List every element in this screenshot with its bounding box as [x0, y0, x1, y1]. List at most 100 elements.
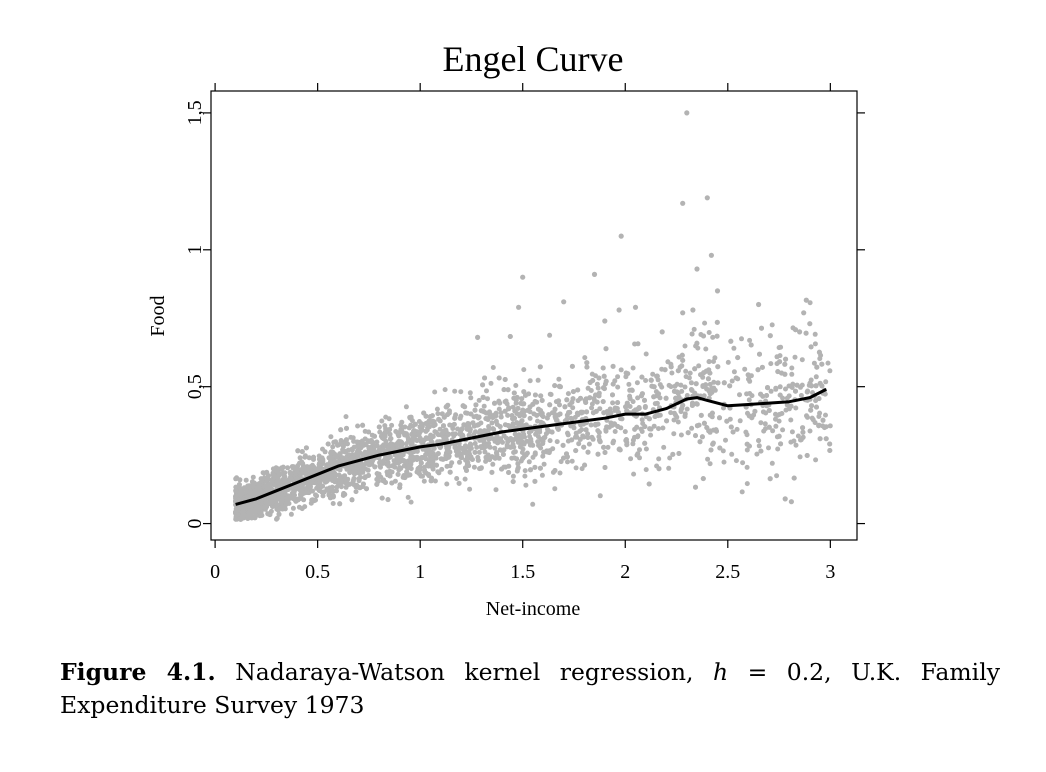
scatter-point	[394, 442, 400, 447]
scatter-point	[593, 422, 599, 428]
scatter-point	[450, 431, 456, 437]
scatter-point	[763, 410, 769, 416]
scatter-point	[251, 480, 257, 486]
outlier-point	[823, 436, 829, 442]
scatter-point	[253, 503, 259, 509]
scatter-point	[401, 473, 407, 479]
scatter-point	[333, 461, 339, 467]
scatter-point	[793, 442, 799, 448]
scatter-point	[589, 434, 595, 440]
scatter-point	[233, 509, 239, 515]
caption-math-variable: h	[712, 658, 729, 686]
scatter-point	[731, 345, 737, 351]
scatter-point	[578, 395, 583, 401]
scatter-point	[573, 465, 579, 471]
scatter-point	[421, 437, 427, 443]
scatter-point	[397, 485, 403, 491]
scatter-point	[730, 429, 736, 435]
scatter-point	[608, 410, 614, 416]
scatter-point	[623, 437, 629, 443]
scatter-point	[356, 478, 362, 484]
scatter-point	[757, 351, 762, 357]
scatter-point	[755, 367, 761, 373]
scatter-point	[288, 471, 294, 477]
scatter-point	[493, 418, 499, 424]
scatter-point	[595, 451, 601, 457]
scatter-point	[789, 429, 795, 435]
scatter-point	[343, 414, 349, 420]
scatter-point	[502, 408, 508, 414]
scatter-point	[451, 421, 457, 427]
scatter-point	[502, 377, 508, 382]
scatter-point	[346, 481, 352, 487]
scatter-point	[441, 428, 447, 434]
scatter-point	[432, 478, 438, 484]
scatter-point	[807, 428, 813, 434]
scatter-point	[733, 375, 739, 381]
scatter-point	[582, 355, 588, 361]
scatter-point	[766, 424, 772, 430]
scatter-point	[497, 424, 503, 430]
scatter-point	[761, 428, 767, 434]
scatter-point	[247, 490, 253, 496]
scatter-point	[624, 442, 630, 448]
scatter-point	[560, 442, 566, 448]
scatter-point	[622, 429, 628, 435]
scatter-point	[694, 340, 700, 346]
outlier-point	[475, 334, 481, 340]
scatter-point	[430, 455, 436, 461]
scatter-point	[554, 417, 559, 423]
scatter-point	[480, 382, 486, 388]
scatter-point	[812, 341, 818, 347]
scatter-point	[713, 427, 719, 433]
scatter-point	[799, 357, 805, 363]
scatter-point	[570, 389, 576, 395]
scatter-point	[358, 445, 364, 451]
scatter-point	[464, 454, 470, 460]
scatter-point	[536, 406, 541, 412]
scatter-point	[584, 409, 590, 415]
scatter-point	[527, 434, 533, 439]
y-tick-label: 0	[184, 519, 206, 529]
scatter-point	[514, 420, 520, 426]
scatter-point	[439, 466, 445, 472]
scatter-point	[814, 364, 820, 370]
scatter-point	[401, 430, 407, 436]
scatter-point	[343, 448, 349, 454]
scatter-point	[594, 399, 600, 405]
scatter-point	[788, 417, 794, 423]
scatter-point	[668, 364, 674, 370]
scatter-point	[349, 497, 355, 503]
scatter-point	[302, 504, 308, 510]
scatter-point	[410, 436, 416, 441]
scatter-point	[495, 439, 501, 445]
scatter-point	[656, 426, 661, 432]
scatter-point	[584, 360, 590, 366]
scatter-point	[282, 477, 288, 483]
scatter-point	[650, 371, 656, 377]
scatter-point	[739, 489, 745, 495]
scatter-point	[682, 343, 688, 349]
scatter-point	[251, 489, 257, 495]
scatter-point	[325, 474, 331, 479]
scatter-point	[515, 461, 521, 467]
scatter-point	[386, 470, 392, 475]
scatter-point	[804, 389, 810, 395]
scatter-point	[819, 361, 825, 367]
scatter-point	[433, 429, 439, 435]
scatter-point	[752, 408, 758, 414]
scatter-point	[630, 441, 636, 447]
scatter-point	[800, 425, 806, 431]
scatter-point	[483, 458, 489, 464]
scatter-point	[440, 456, 446, 462]
scatter-point	[609, 422, 615, 428]
scatter-point	[372, 464, 378, 470]
scatter-point	[372, 433, 377, 439]
scatter-point	[783, 386, 788, 392]
scatter-point	[725, 359, 731, 365]
scatter-point	[511, 450, 517, 455]
scatter-point	[547, 438, 553, 444]
scatter-point	[774, 473, 780, 479]
scatter-point	[493, 487, 499, 493]
scatter-point	[674, 414, 680, 420]
